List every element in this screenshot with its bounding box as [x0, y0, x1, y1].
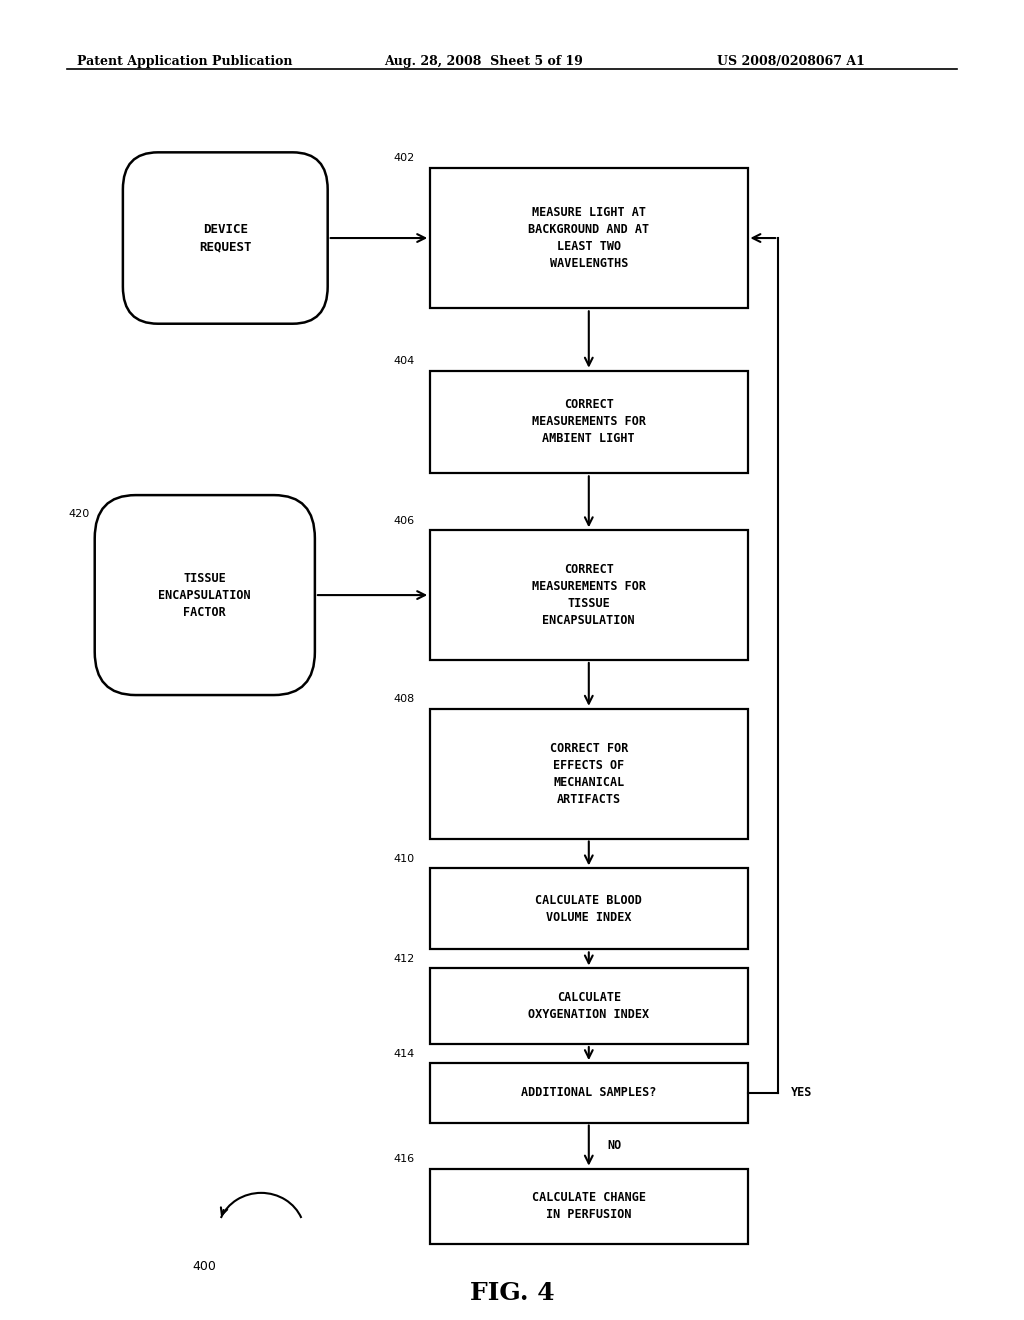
Text: Aug. 28, 2008  Sheet 5 of 19: Aug. 28, 2008 Sheet 5 of 19: [384, 55, 583, 69]
Text: CALCULATE
OXYGENATION INDEX: CALCULATE OXYGENATION INDEX: [528, 991, 649, 1022]
Text: 400: 400: [193, 1261, 217, 1274]
Text: Patent Application Publication: Patent Application Publication: [77, 55, 292, 69]
Text: CALCULATE BLOOD
VOLUME INDEX: CALCULATE BLOOD VOLUME INDEX: [536, 894, 642, 924]
Text: CORRECT FOR
EFFECTS OF
MECHANICAL
ARTIFACTS: CORRECT FOR EFFECTS OF MECHANICAL ARTIFA…: [550, 742, 628, 805]
Text: 402: 402: [393, 153, 415, 164]
Text: US 2008/0208067 A1: US 2008/0208067 A1: [717, 55, 864, 69]
Text: NO: NO: [607, 1139, 622, 1152]
Text: CALCULATE CHANGE
IN PERFUSION: CALCULATE CHANGE IN PERFUSION: [531, 1192, 646, 1221]
Text: 406: 406: [393, 516, 415, 525]
FancyBboxPatch shape: [430, 1168, 748, 1245]
Text: CORRECT
MEASUREMENTS FOR
TISSUE
ENCAPSULATION: CORRECT MEASUREMENTS FOR TISSUE ENCAPSUL…: [531, 564, 646, 627]
Text: 420: 420: [69, 508, 90, 519]
FancyBboxPatch shape: [430, 869, 748, 949]
Text: FIG. 4: FIG. 4: [470, 1280, 554, 1305]
Text: 404: 404: [393, 356, 415, 366]
Text: 408: 408: [393, 694, 415, 705]
Text: CORRECT
MEASUREMENTS FOR
AMBIENT LIGHT: CORRECT MEASUREMENTS FOR AMBIENT LIGHT: [531, 399, 646, 445]
Text: MEASURE LIGHT AT
BACKGROUND AND AT
LEAST TWO
WAVELENGTHS: MEASURE LIGHT AT BACKGROUND AND AT LEAST…: [528, 206, 649, 271]
FancyBboxPatch shape: [430, 371, 748, 474]
FancyBboxPatch shape: [430, 969, 748, 1044]
Text: 410: 410: [393, 854, 415, 865]
FancyBboxPatch shape: [430, 168, 748, 309]
Text: DEVICE
REQUEST: DEVICE REQUEST: [199, 223, 252, 253]
FancyBboxPatch shape: [430, 709, 748, 838]
Text: YES: YES: [791, 1086, 812, 1100]
Text: ADDITIONAL SAMPLES?: ADDITIONAL SAMPLES?: [521, 1086, 656, 1100]
FancyBboxPatch shape: [95, 495, 315, 696]
FancyBboxPatch shape: [430, 531, 748, 660]
Text: 414: 414: [393, 1048, 415, 1059]
FancyBboxPatch shape: [123, 152, 328, 323]
FancyBboxPatch shape: [430, 1063, 748, 1122]
Text: 416: 416: [393, 1154, 415, 1164]
Text: TISSUE
ENCAPSULATION
FACTOR: TISSUE ENCAPSULATION FACTOR: [159, 572, 251, 619]
Text: 412: 412: [393, 954, 415, 964]
